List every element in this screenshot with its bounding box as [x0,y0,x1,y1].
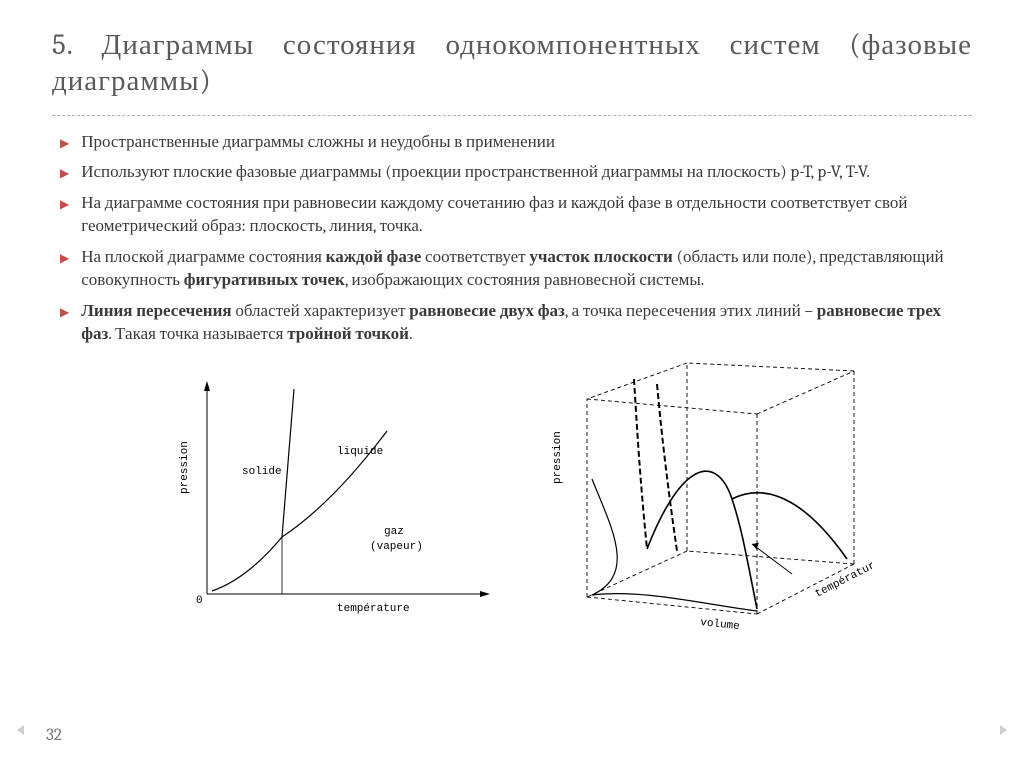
bullet-marker-icon: ▶ [60,165,69,185]
diagram-row: pression température 0 solide liquide gaz (vap… [52,359,972,643]
prev-slide-button[interactable] [12,721,30,739]
svg-text:liquide: liquide [337,446,383,458]
slide-title: 5. Диаграммы состояния однокомпонентных … [52,28,972,116]
bullet-item: ▶ Используют плоские фазовые диаграммы (п… [60,162,972,185]
bullet-text: На плоской диаграмме состояния каждой фа… [81,247,972,293]
bullet-item: ▶ На плоской диаграмме состояния каждой ф… [60,247,972,293]
svg-text:(vapeur): (vapeur) [370,541,423,553]
svg-text:température: température [813,557,872,601]
bullet-item: ▶ На диаграмме состояния при равновесии к… [60,193,972,239]
bullet-text: Используют плоские фазовые диаграммы (пр… [81,162,972,185]
svg-text:pression: pression [552,431,564,484]
bullet-item: ▶ Линия пересечения областей характеризуе… [60,301,972,347]
svg-text:température: température [337,603,410,615]
bullet-item: ▶ Пространственные диаграммы сложны и неу… [60,132,972,155]
bullet-text: Линия пересечения областей характеризует… [81,301,972,347]
phase-diagram-2d: pression température 0 solide liquide gaz (vap… [152,359,512,643]
page-number: 32 [46,726,62,745]
svg-text:volume: volume [700,617,741,633]
bullet-text: Пространственные диаграммы сложны и неуд… [81,132,972,155]
bullet-marker-icon: ▶ [60,135,69,155]
bullet-marker-icon: ▶ [60,196,69,239]
next-slide-button[interactable] [994,721,1012,739]
bullet-list: ▶ Пространственные диаграммы сложны и неу… [52,132,972,348]
bullet-marker-icon: ▶ [60,304,69,347]
svg-text:0: 0 [196,595,203,607]
svg-text:pression: pression [179,441,191,494]
bullet-text: На диаграмме состояния при равновесии ка… [81,193,972,239]
phase-diagram-3d: pression volume température [542,359,872,643]
svg-text:solide: solide [242,466,282,478]
svg-text:gaz: gaz [384,526,404,538]
bullet-marker-icon: ▶ [60,250,69,293]
